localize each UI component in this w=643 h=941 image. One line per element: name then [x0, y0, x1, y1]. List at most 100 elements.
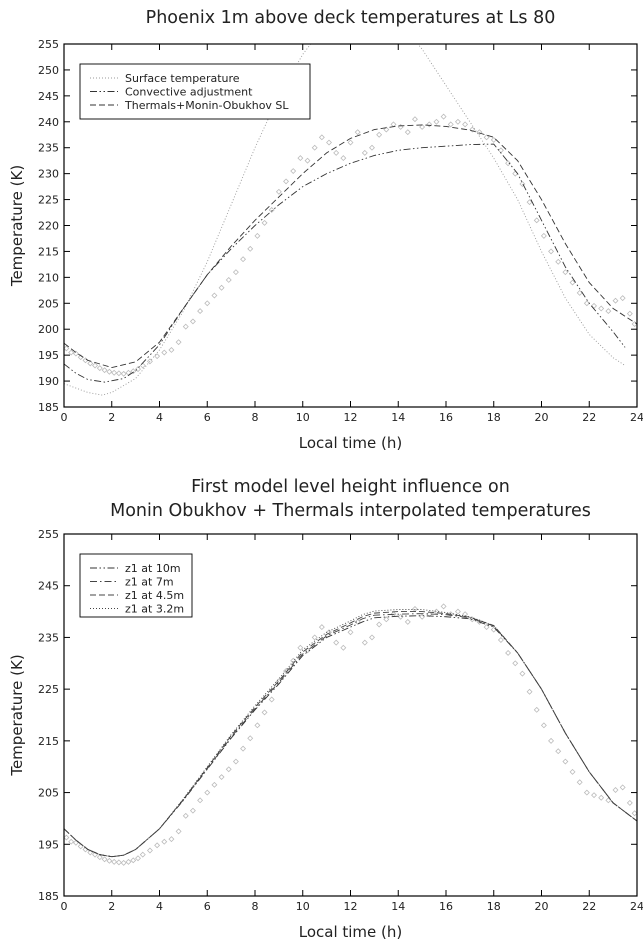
observation-point: [533, 706, 540, 713]
observation-point: [68, 349, 75, 356]
observation-point: [505, 160, 512, 167]
y-tick-label: 235: [38, 142, 59, 155]
observation-point: [135, 366, 141, 373]
observation-point: [304, 157, 311, 164]
observation-point: [555, 258, 562, 265]
series-line: [64, 124, 637, 369]
observation-point: [247, 245, 254, 252]
x-tick-label: 24: [630, 411, 643, 424]
observation-point: [261, 709, 268, 716]
observation-point: [326, 629, 332, 636]
observation-point: [92, 851, 99, 858]
legend-label: z1 at 7m: [125, 576, 174, 589]
observation-point: [605, 797, 612, 804]
observation-point: [447, 611, 454, 618]
legend-label: Surface temperature: [125, 72, 240, 85]
observation-point: [189, 807, 196, 814]
y-tick-label: 220: [38, 220, 59, 233]
observation-points: [64, 113, 637, 377]
chart-title: Monin Obukhov + Thermals interpolated te…: [110, 501, 591, 521]
observation-point: [318, 134, 325, 141]
observation-point: [275, 188, 282, 195]
x-tick-label: 16: [439, 411, 453, 424]
observation-point: [340, 155, 347, 162]
observation-point: [96, 365, 103, 372]
observation-point: [454, 118, 461, 125]
observation-point: [626, 310, 633, 317]
observation-point: [533, 217, 540, 224]
observation-point: [232, 758, 239, 765]
observation-point: [87, 360, 94, 367]
observation-point: [583, 300, 590, 307]
observation-point: [619, 295, 626, 302]
observation-point: [562, 758, 569, 765]
y-tick-label: 225: [38, 194, 59, 207]
observation-point: [598, 305, 605, 312]
observation-point: [92, 362, 99, 369]
x-tick-label: 12: [344, 900, 358, 913]
observation-point: [419, 613, 426, 620]
observation-point: [383, 126, 390, 133]
observation-point: [240, 256, 247, 263]
series-line: [64, 143, 626, 383]
y-tick-label: 205: [38, 297, 59, 310]
x-tick-label: 0: [61, 900, 68, 913]
x-tick-label: 0: [61, 411, 68, 424]
observation-point: [397, 613, 404, 620]
observation-point: [354, 129, 361, 136]
observation-point: [111, 858, 118, 865]
observation-point: [297, 155, 304, 162]
observation-point: [120, 370, 127, 377]
observation-point: [161, 349, 168, 356]
observation-point: [426, 611, 433, 618]
x-axis-label: Local time (h): [299, 923, 403, 941]
observation-point: [540, 722, 547, 729]
observation-point: [101, 856, 108, 863]
observation-point: [225, 276, 232, 283]
observation-point: [283, 178, 290, 185]
x-tick-label: 2: [108, 411, 115, 424]
x-tick-label: 4: [156, 411, 163, 424]
observation-point: [483, 624, 490, 631]
legend-label: Convective adjustment: [125, 86, 253, 99]
x-tick-label: 12: [344, 411, 358, 424]
observation-point: [519, 670, 526, 677]
observation-point: [454, 608, 461, 615]
y-tick-label: 245: [38, 580, 59, 593]
observation-point: [189, 318, 196, 325]
observation-point: [354, 618, 361, 625]
observation-point: [211, 292, 218, 299]
observation-point: [130, 857, 137, 864]
observation-point: [447, 121, 454, 128]
observation-point: [254, 232, 261, 239]
y-tick-label: 205: [38, 787, 59, 800]
observation-point: [197, 797, 204, 804]
observation-point: [591, 302, 597, 309]
observation-point: [168, 346, 175, 353]
x-tick-label: 10: [296, 900, 310, 913]
observation-point: [340, 644, 347, 651]
observation-point: [139, 851, 146, 858]
observation-point: [247, 735, 254, 742]
observation-point: [562, 269, 569, 276]
observation-point: [225, 766, 232, 773]
legend-box: [79, 63, 311, 120]
y-tick-label: 225: [38, 683, 59, 696]
y-tick-label: 215: [38, 245, 59, 258]
observation-point: [106, 857, 113, 864]
x-tick-label: 6: [204, 900, 211, 913]
observation-point: [548, 737, 555, 744]
observation-point: [497, 637, 504, 643]
observation-point: [512, 170, 519, 177]
observation-point: [268, 206, 275, 213]
observation-point: [64, 345, 70, 352]
y-axis-label: Temperature (K): [8, 165, 26, 287]
observation-point: [490, 136, 497, 143]
x-tick-label: 22: [582, 900, 596, 913]
x-tick-label: 18: [487, 411, 501, 424]
y-tick-label: 245: [38, 90, 59, 103]
observation-point: [204, 789, 211, 796]
y-tick-label: 255: [38, 38, 59, 51]
observation-point: [591, 792, 597, 799]
